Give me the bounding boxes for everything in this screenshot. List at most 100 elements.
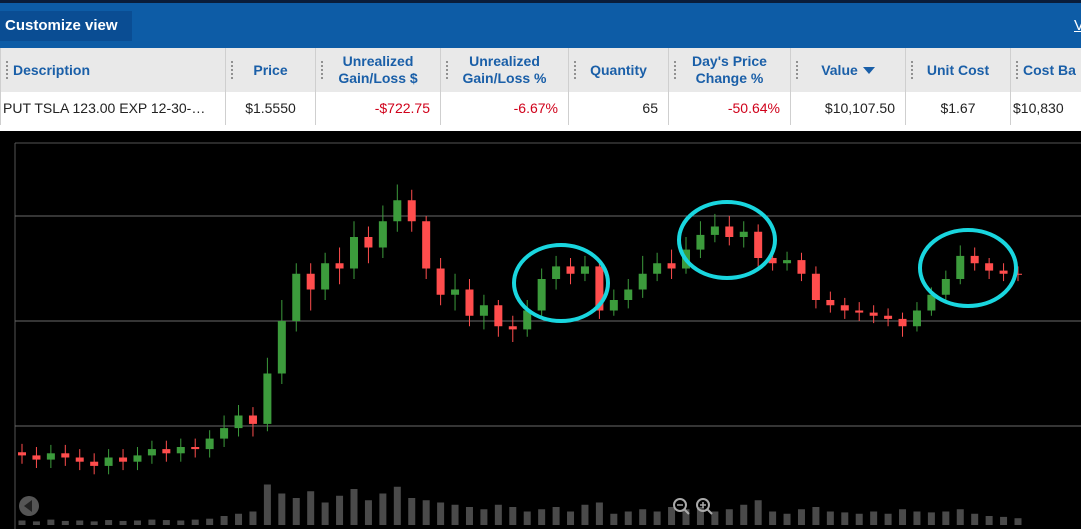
candle-body	[234, 415, 243, 429]
candle-body	[162, 449, 171, 454]
candle-body	[797, 260, 806, 274]
volume-bar	[682, 509, 690, 525]
candle-body	[248, 415, 257, 424]
volume-bar	[76, 520, 84, 525]
column-header-text: Unrealized Gain/Loss %	[462, 53, 547, 86]
drag-handle[interactable]	[5, 60, 9, 80]
candle-body	[580, 266, 589, 274]
volume-bar	[523, 511, 531, 525]
candle-body	[61, 453, 70, 458]
volume-bar	[985, 516, 993, 525]
volume-bar	[494, 504, 502, 525]
volume-bar	[769, 511, 777, 525]
volume-bar	[567, 511, 575, 525]
candle-body	[595, 266, 604, 311]
volume-bar	[379, 493, 387, 525]
candle-body	[191, 447, 200, 450]
volume-bar	[206, 518, 214, 525]
annotation-circle	[918, 228, 1018, 308]
drag-handle[interactable]	[320, 60, 324, 80]
column-header[interactable]: Description	[0, 48, 225, 92]
toolbar: Customize view V	[0, 0, 1081, 48]
candle-body	[393, 200, 402, 222]
column-header[interactable]: Price	[225, 48, 315, 92]
candle-body	[638, 273, 647, 290]
candle-body	[869, 312, 878, 316]
zoom-in-button[interactable]	[696, 498, 713, 515]
chart-background	[0, 131, 1081, 529]
drag-handle[interactable]	[445, 60, 449, 80]
volume-bar	[913, 511, 921, 525]
column-header[interactable]: Day's Price Change %	[668, 48, 790, 92]
candle-body	[436, 268, 445, 295]
drag-handle[interactable]	[795, 60, 799, 80]
volume-bar	[119, 520, 127, 525]
candle-body	[667, 263, 676, 269]
sort-indicator	[862, 66, 875, 74]
candle-body	[855, 310, 864, 313]
candle-body	[566, 266, 575, 274]
drag-handle[interactable]	[1015, 60, 1019, 80]
volume-bar	[408, 498, 416, 525]
candle-body	[999, 270, 1008, 274]
column-header[interactable]: Quantity	[568, 48, 668, 92]
candle-body	[985, 263, 994, 271]
volume-bar	[942, 511, 950, 525]
candle-body	[1014, 273, 1022, 275]
drag-handle[interactable]	[910, 60, 914, 80]
volume-bar	[465, 507, 473, 525]
drag-handle[interactable]	[673, 60, 677, 80]
candle-body	[754, 231, 763, 258]
column-header[interactable]: Unrealized Gain/Loss %	[440, 48, 568, 92]
zoom-out-button[interactable]	[673, 498, 690, 515]
candle-body	[840, 305, 849, 311]
candle-body	[277, 321, 286, 374]
column-header-text: Day's Price Change %	[692, 53, 767, 86]
drag-handle[interactable]	[230, 60, 234, 80]
candle-body	[18, 452, 26, 456]
volume-bar	[235, 513, 243, 525]
candle-body	[407, 200, 416, 222]
volume-bar	[177, 520, 185, 525]
volume-bar	[90, 521, 98, 525]
column-header[interactable]: Cost Ba	[1010, 48, 1081, 92]
volume-bar	[899, 509, 907, 525]
volume-bar	[61, 520, 69, 525]
volume-bar	[711, 511, 719, 525]
candle-body	[494, 305, 503, 327]
candle-body	[710, 226, 719, 235]
column-header[interactable]: Value	[790, 48, 905, 92]
column-header[interactable]: Unrealized Gain/Loss $	[315, 48, 440, 92]
volume-bar	[105, 520, 113, 525]
volume-bar	[422, 500, 430, 525]
candle-body	[104, 457, 113, 466]
column-header-text: Unrealized Gain/Loss $	[338, 53, 418, 86]
candle-body	[624, 289, 633, 300]
volume-bar	[668, 507, 676, 525]
candle-body	[465, 289, 474, 316]
candle-body	[898, 318, 907, 327]
volume-bar	[364, 500, 372, 525]
candle-body	[75, 457, 84, 462]
table-cell: $10,830	[1010, 92, 1081, 125]
volume-bar	[249, 511, 257, 525]
volume-bar	[133, 520, 141, 525]
candle-body	[220, 428, 229, 439]
candle-body	[552, 266, 561, 279]
candle-body	[768, 258, 777, 264]
candle-body	[32, 455, 41, 460]
drag-handle[interactable]	[573, 60, 577, 80]
column-header[interactable]: Unit Cost	[905, 48, 1010, 92]
customize-view-button[interactable]: Customize view	[0, 11, 132, 41]
toolbar-link[interactable]: V	[1074, 17, 1081, 34]
table-row[interactable]: PUT TSLA 123.00 EXP 12-30-… $1.5550 -$722.…	[0, 92, 1081, 131]
volume-bar	[971, 513, 979, 525]
column-header-text: Description	[13, 61, 91, 78]
volume-bar	[826, 511, 834, 525]
volume-bar	[696, 507, 704, 525]
volume-bar	[855, 513, 863, 525]
volume-bar	[480, 509, 488, 525]
volume-bar	[32, 521, 40, 525]
table-cell: -50.64%	[668, 92, 790, 125]
volume-bar	[1000, 516, 1008, 525]
